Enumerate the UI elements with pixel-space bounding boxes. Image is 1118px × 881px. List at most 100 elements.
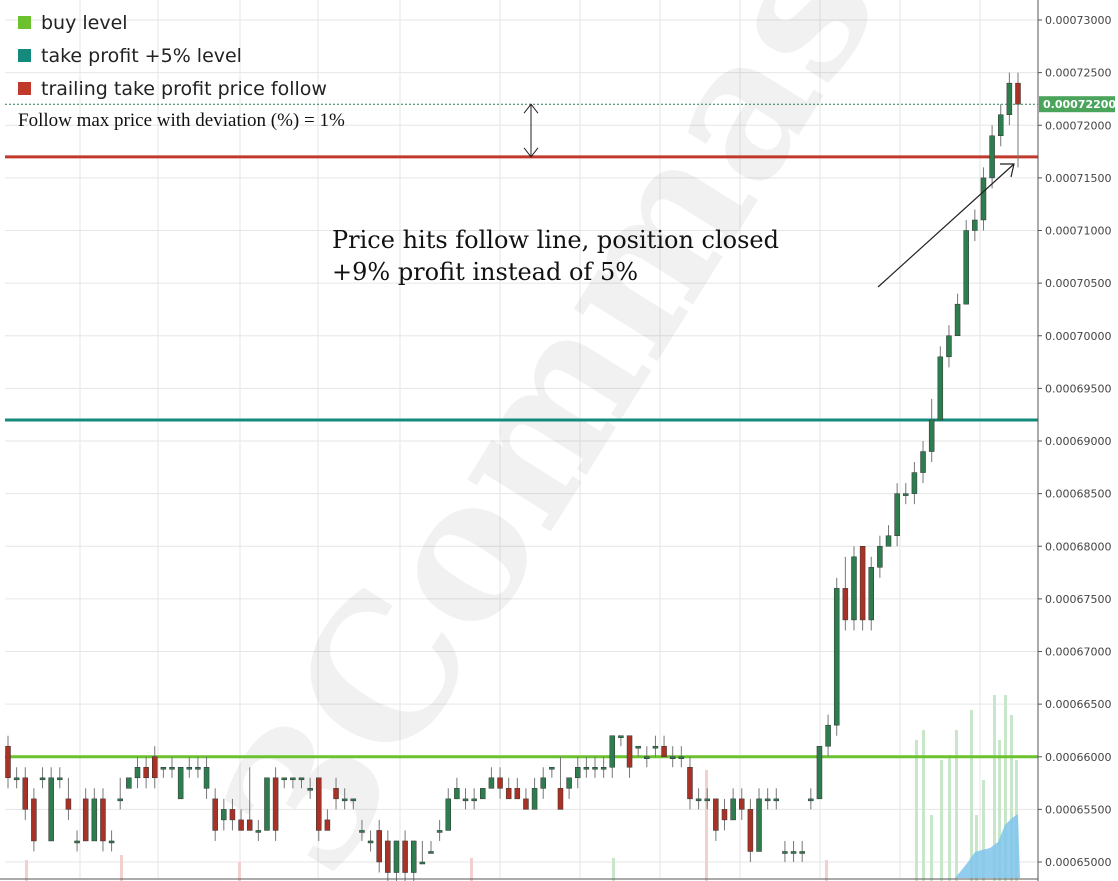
candle-75 [652,735,659,757]
candle-body-8 [74,840,80,844]
volume-bar-16 [993,695,996,881]
candlestick-series [5,72,1021,881]
candle-50 [436,819,443,841]
candle-86 [747,798,754,862]
candle-body-10 [91,798,98,842]
candle-93 [808,788,814,810]
price-tick-label-1: 0.00072500 [1045,67,1111,80]
price-tick-label-10: 0.00068000 [1045,540,1111,553]
candle-104 [903,483,909,505]
price-tick-label-11: 0.00067500 [1045,593,1111,606]
candle-47 [410,840,417,881]
candle-13 [117,777,123,810]
candle-84 [730,788,736,821]
candle-body-79 [687,767,693,800]
volume-bar-10 [940,760,943,881]
price-tick-label-14: 0.00066000 [1045,751,1111,764]
candle-body-93 [808,798,814,802]
level-lines [5,155,1038,759]
candle-body-46 [402,840,408,873]
candle-98 [851,546,857,631]
candle-100 [868,556,874,631]
candle-77 [669,746,676,768]
volume-bar-1 [120,855,123,881]
legend-item-trailing: trailing take profit price follow [18,72,327,105]
candle-body-105 [911,472,918,494]
candle-body-12 [108,840,115,844]
volume-bar-8 [922,730,925,881]
candle-115 [997,104,1004,147]
candle-16 [143,756,149,789]
candle-body-78 [678,756,685,759]
candle-body-111 [963,230,969,305]
candle-body-98 [851,556,857,621]
candle-15 [134,756,141,789]
volume-bar-2 [238,862,241,881]
candle-body-36 [316,777,322,831]
legend-label-buy: buy level [41,11,128,34]
candle-body-53 [462,798,469,802]
candle-56 [488,767,495,789]
legend-label-trailing: trailing take profit price follow [41,77,327,100]
candle-body-23 [203,767,210,789]
candle-35 [307,777,313,799]
candle-body-27 [238,819,244,831]
candle-12 [108,830,115,852]
candle-82 [713,798,719,841]
candle-body-73 [635,745,641,749]
candle-body-65 [566,777,572,789]
candle-body-19 [169,767,175,770]
candle-body-50 [436,830,443,833]
volume-bar-9 [930,815,933,881]
candle-57 [497,767,503,799]
candle-body-90 [782,851,788,854]
candle-52 [454,777,460,800]
candle-body-38 [333,788,339,800]
volume-bar-4 [612,858,615,881]
candle-0 [5,735,11,789]
candle-body-70 [609,735,616,768]
volume-bar-7 [915,740,918,881]
candle-body-24 [212,798,218,831]
volume-bar-11 [948,755,951,881]
candle-body-35 [307,788,313,791]
candle-44 [385,830,391,881]
candle-body-89 [773,798,780,802]
candle-9 [82,788,89,842]
price-tick-label-6: 0.00070000 [1045,330,1111,343]
candle-97 [842,556,849,631]
candle-body-63 [549,767,555,770]
candle-body-84 [730,798,736,821]
candle-91 [790,840,797,862]
candle-37 [324,809,331,831]
candle-body-5 [48,777,54,842]
candle-60 [523,788,529,810]
candle-body-29 [255,830,262,833]
legend-swatch-buy [18,16,31,29]
candle-body-20 [177,767,184,800]
legend-item-buy-level: buy level [18,6,327,39]
candle-body-0 [5,745,11,779]
candle-body-32 [281,777,287,781]
candle-36 [316,777,322,841]
candle-6 [57,767,63,789]
volume-bar-15 [982,780,985,881]
candle-body-39 [341,798,348,802]
volume-bar-0 [25,860,28,881]
candle-body-48 [419,861,426,865]
candle-69 [600,756,607,778]
candle-108 [937,346,944,421]
candle-body-85 [739,798,745,810]
candle-8 [74,830,80,852]
legend-item-take-profit: take profit +5% level [18,39,327,72]
candle-body-57 [497,777,503,789]
candle-body-15 [134,767,141,779]
candle-53 [462,788,469,810]
candle-body-47 [410,840,417,873]
candle-49 [428,840,434,854]
candle-113 [980,167,987,231]
candle-45 [393,840,400,881]
candle-10 [91,788,98,842]
candle-body-52 [454,788,460,800]
